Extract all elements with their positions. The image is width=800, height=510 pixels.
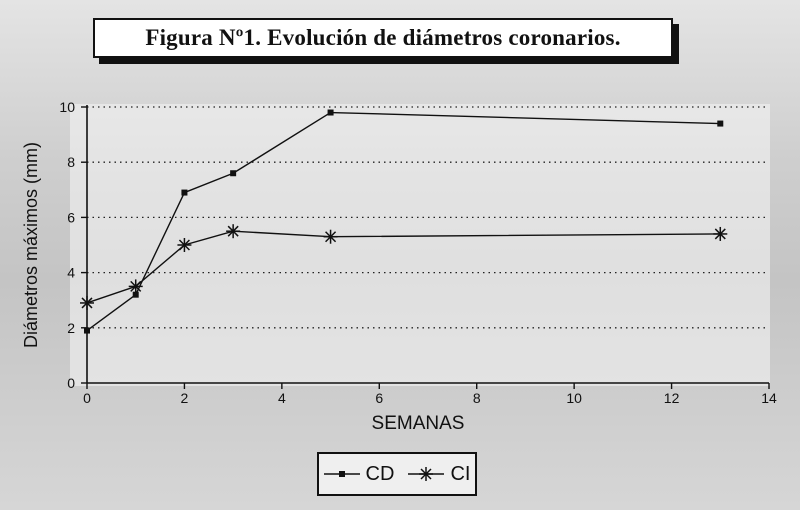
x-tick-label-4: 4	[278, 390, 286, 406]
y-tick-label-4: 4	[67, 265, 75, 281]
x-tick-label-10: 10	[566, 390, 582, 406]
point-cd-2	[181, 189, 188, 196]
x-tick-label-14: 14	[761, 390, 777, 406]
point-cd-5	[717, 120, 724, 127]
figure-title: Figura Nº1. Evolución de diámetros coron…	[145, 25, 621, 50]
y-tick-label-8: 8	[67, 154, 75, 170]
legend-swatch-ci	[408, 467, 445, 481]
y-tick-label-2: 2	[67, 320, 75, 336]
x-tick-label-0: 0	[83, 390, 91, 406]
legend-label-ci: CI	[450, 462, 471, 485]
legend-label-cd: CD	[365, 462, 395, 485]
point-cd-0	[84, 327, 90, 334]
y-tick-label-0: 0	[67, 375, 75, 391]
y-tick-label-6: 6	[67, 209, 75, 225]
point-cd-4	[327, 109, 334, 116]
x-tick-label-2: 2	[181, 390, 189, 406]
legend-swatch-cd	[323, 471, 360, 477]
legend-item-ci: CI	[408, 463, 470, 486]
x-tick-label-12: 12	[664, 390, 680, 406]
legend: CD CI	[317, 452, 477, 496]
x-tick-label-8: 8	[473, 390, 481, 406]
point-cd-3	[230, 170, 237, 177]
point-ci-5	[713, 226, 728, 241]
point-ci-0	[80, 295, 94, 310]
point-ci-3	[226, 224, 241, 239]
series-line-cd	[86, 111, 721, 332]
point-ci-2	[177, 238, 192, 252]
x-axis-title: SEMANAS	[372, 413, 465, 434]
y-tick-label-10: 10	[59, 99, 75, 115]
figure-title-box: Figura Nº1. Evolución de diámetros coron…	[93, 18, 673, 58]
point-ci-1	[128, 279, 143, 294]
y-axis-title: Diámetros máximos (mm)	[21, 142, 41, 348]
point-cd-1	[132, 291, 139, 298]
legend-item-cd: CD	[323, 462, 395, 486]
point-ci-4	[323, 229, 338, 244]
x-tick-label-6: 6	[375, 390, 383, 406]
series-line-ci	[86, 230, 721, 304]
